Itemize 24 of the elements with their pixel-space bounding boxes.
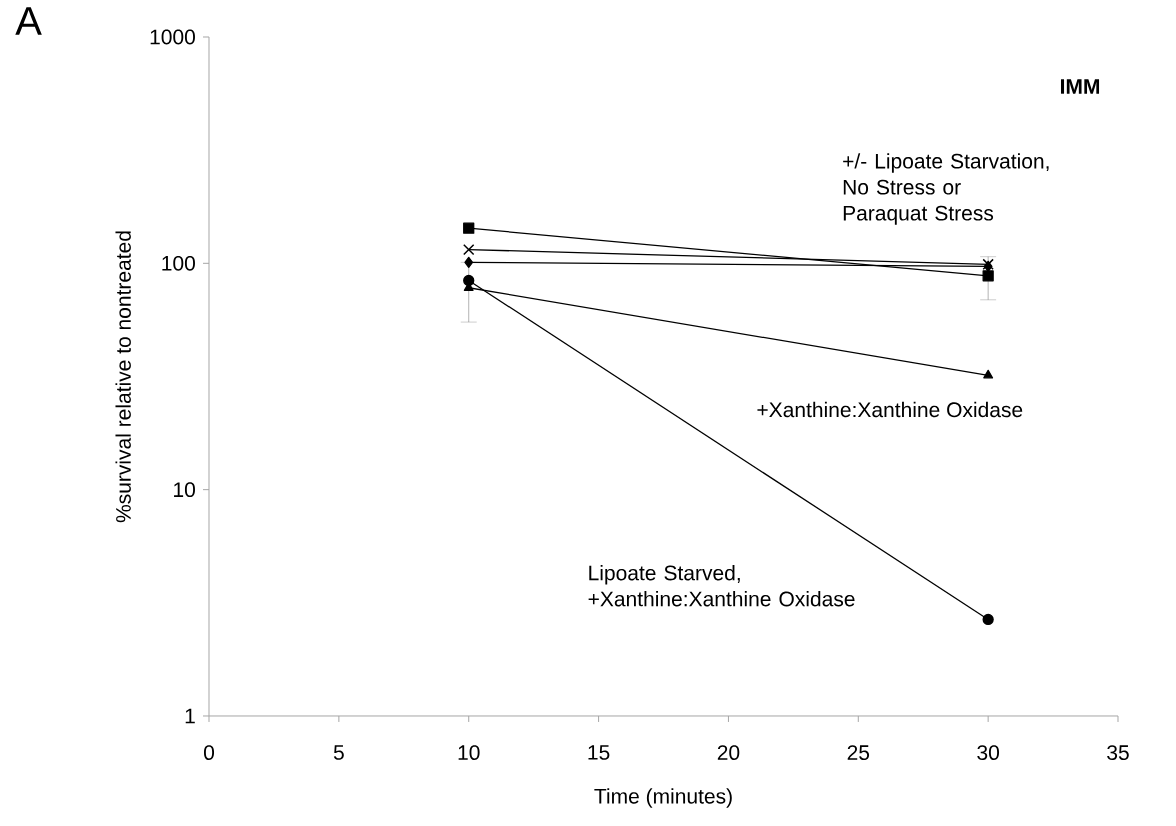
point <box>463 243 475 256</box>
x-axis-title: Time (minutes) <box>594 788 732 808</box>
annotation: +Xanthine:Xanthine Oxidase <box>757 401 1023 418</box>
x-tick-label: 20 <box>717 745 740 761</box>
x-tick-label: 15 <box>588 745 610 760</box>
point <box>982 270 994 282</box>
annotation: Lipoate Starved, +Xanthine:Xanthine Oxidase <box>588 564 855 607</box>
x-tick-label: 10 <box>458 745 480 761</box>
y-tick-label: 10 <box>174 482 195 498</box>
x-tick-label: 0 <box>204 745 215 761</box>
point <box>464 256 474 268</box>
y-tick-label: 1 <box>185 708 195 724</box>
point <box>463 222 475 234</box>
x-tick-label: 5 <box>333 745 344 760</box>
x-tick-label: 25 <box>847 745 870 761</box>
x-tick-label: 35 <box>1107 745 1129 761</box>
text: A <box>15 7 42 35</box>
point <box>982 613 994 626</box>
y-tick-label: 100 <box>162 255 195 271</box>
annotation: IMM <box>1061 79 1100 94</box>
y-tick-label: 1000 <box>150 29 195 45</box>
annotation: +/- Lipoate Starvation, No Stress or Paraquat Stress <box>843 153 1049 225</box>
x-tick-label: 30 <box>977 745 1000 761</box>
y-axis-title: %survival relative to nontreated <box>115 231 131 523</box>
